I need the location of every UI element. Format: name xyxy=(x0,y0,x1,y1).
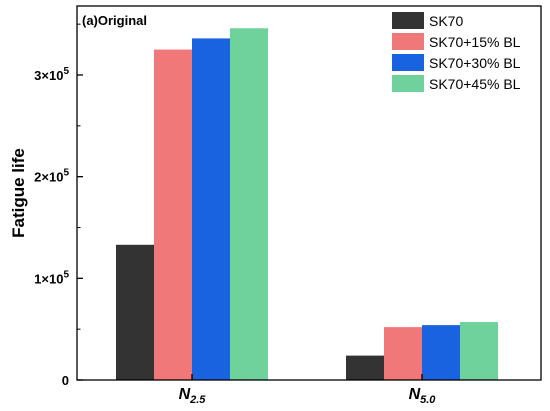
bar-sk70-30-bl-2 xyxy=(422,325,460,380)
x-tick-subscript: 2.5 xyxy=(189,394,206,406)
y-tick-label: 0 xyxy=(62,373,69,388)
legend-swatch xyxy=(392,54,424,71)
bar-sk70-2 xyxy=(346,355,384,380)
panel-title: (a)Original xyxy=(82,13,147,28)
y-tick-mantissa: 1×10 xyxy=(34,271,63,286)
bar-sk70-1 xyxy=(116,244,154,380)
legend-label: SK70+30% BL xyxy=(429,55,521,71)
x-tick-subscript: 5.0 xyxy=(420,394,436,406)
x-tick-label: N2.5 xyxy=(179,386,207,406)
legend-swatch xyxy=(392,12,424,29)
y-tick-mantissa: 2×10 xyxy=(34,170,63,185)
legend-label: SK70 xyxy=(429,13,463,29)
y-tick-label: 1×105 xyxy=(34,269,69,286)
x-tick-base: N xyxy=(409,386,421,403)
legend: SK70 SK70+15% BL SK70+30% BL SK70+45% BL xyxy=(392,12,521,92)
legend-swatch xyxy=(392,75,424,92)
y-tick-exponent: 5 xyxy=(63,269,69,280)
x-axis: N2.5 N5.0 xyxy=(179,374,437,406)
y-tick-exponent: 5 xyxy=(63,66,69,77)
y-tick-label: 2×105 xyxy=(34,168,69,185)
plot-frame xyxy=(76,5,542,381)
bar-sk70-45-bl-1 xyxy=(230,28,268,380)
y-tick-exponent: 5 xyxy=(63,168,69,179)
bar-sk70-30-bl-1 xyxy=(192,38,230,381)
y-tick-mantissa: 0 xyxy=(62,373,69,388)
legend-label: SK70+45% BL xyxy=(429,76,521,92)
y-tick-mantissa: 3×10 xyxy=(34,68,63,83)
y-axis-label: Fatigue life xyxy=(9,148,28,238)
bars-layer xyxy=(116,28,498,381)
legend-label: SK70+15% BL xyxy=(429,34,521,50)
bar-sk70-45-bl-2 xyxy=(460,322,498,380)
y-tick-label: 3×105 xyxy=(34,66,69,83)
x-tick-base: N xyxy=(179,386,191,403)
bar-sk70-15-bl-2 xyxy=(384,327,422,380)
x-tick-label: N5.0 xyxy=(409,386,437,406)
legend-swatch xyxy=(392,33,424,50)
bar-sk70-15-bl-1 xyxy=(154,49,192,380)
